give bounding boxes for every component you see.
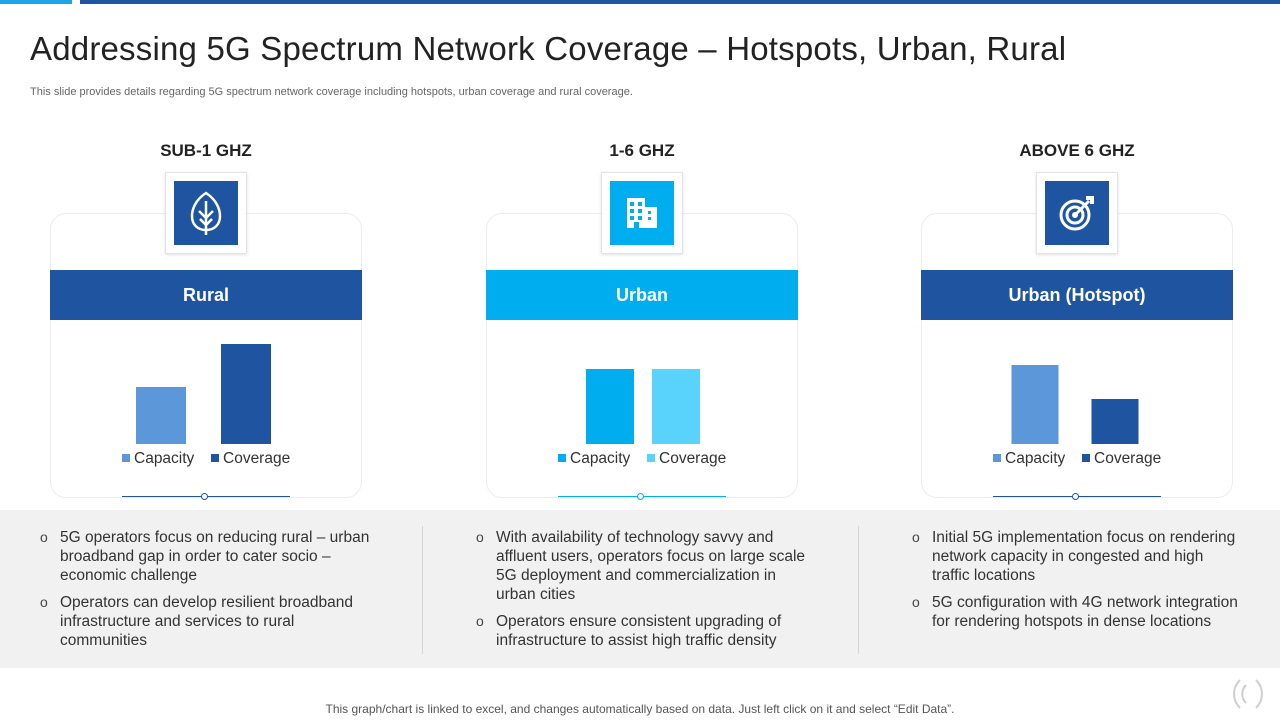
slider-dot <box>1072 493 1079 500</box>
legend-swatch-coverage <box>1082 454 1090 462</box>
bar-capacity <box>586 369 634 444</box>
legend-label-capacity: Capacity <box>570 450 631 467</box>
page-title: Addressing 5G Spectrum Network Coverage … <box>30 30 1067 67</box>
bar-capacity <box>136 387 186 444</box>
bar-capacity <box>1011 365 1059 444</box>
legend-swatch-coverage <box>647 454 655 462</box>
legend-swatch-capacity <box>558 454 566 462</box>
info-card <box>50 213 362 498</box>
slider-dot <box>201 493 208 500</box>
panel-divider <box>858 526 859 654</box>
bullet-list-urban: o With availability of technology savvy a… <box>476 528 806 658</box>
legend-label-coverage: Coverage <box>1094 450 1161 467</box>
legend-label-capacity: Capacity <box>134 450 195 467</box>
slider-dot <box>637 493 644 500</box>
legend-label-coverage: Coverage <box>659 450 726 467</box>
frequency-label: ABOVE 6 GHZ <box>1019 141 1135 160</box>
legend-label-coverage: Coverage <box>223 450 290 467</box>
target-icon <box>1045 181 1109 245</box>
legend-swatch-capacity <box>993 454 1001 462</box>
list-item: o Initial 5G implementation focus on rend… <box>912 529 1236 584</box>
list-item: o Operators can develop resilient broadba… <box>40 594 353 649</box>
bar-coverage <box>652 369 700 444</box>
frequency-label: SUB-1 GHZ <box>160 141 252 160</box>
leaf-icon <box>174 181 238 245</box>
office-building-icon <box>610 181 674 245</box>
banner-urban: Urban <box>486 270 798 320</box>
page-subtitle: This slide provides details regarding 5G… <box>30 86 633 98</box>
panel-divider <box>422 526 423 654</box>
legend-swatch-capacity <box>122 454 130 462</box>
list-item: o 5G operators focus on reducing rural – … <box>40 529 370 584</box>
bullet-list-urban-hotspot: o Initial 5G implementation focus on rend… <box>912 528 1242 639</box>
list-item: o With availability of technology savvy a… <box>476 529 806 603</box>
bar-coverage <box>1091 399 1139 444</box>
icon-frame <box>165 172 247 254</box>
legend-swatch-coverage <box>211 454 219 462</box>
top-accent-bar-light <box>0 0 72 4</box>
list-item: o 5G configuration with 4G network integr… <box>912 594 1238 630</box>
info-card <box>921 213 1233 498</box>
bar-chart-rural: Capacity Coverage <box>122 344 290 467</box>
icon-frame <box>1036 172 1118 254</box>
bar-coverage <box>221 344 271 444</box>
bullet-panel <box>0 510 1280 668</box>
legend-label-capacity: Capacity <box>1005 450 1066 467</box>
bullet-list-rural: o 5G operators focus on reducing rural – … <box>40 528 380 658</box>
icon-frame <box>601 172 683 254</box>
signal-waves-icon <box>1233 679 1263 709</box>
top-accent-bar-dark <box>80 0 1280 4</box>
bar-chart-urban: Capacity Coverage <box>558 369 726 467</box>
list-item: o Operators ensure consistent upgrading o… <box>476 613 782 649</box>
footer-note: This graph/chart is linked to excel, and… <box>325 702 955 716</box>
banner-rural: Rural <box>50 270 362 320</box>
frequency-label: 1-6 GHZ <box>609 141 675 160</box>
banner-urban-hotspot: Urban (Hotspot) <box>921 270 1233 320</box>
bar-chart-urban-hotspot: Capacity Coverage <box>993 365 1161 467</box>
